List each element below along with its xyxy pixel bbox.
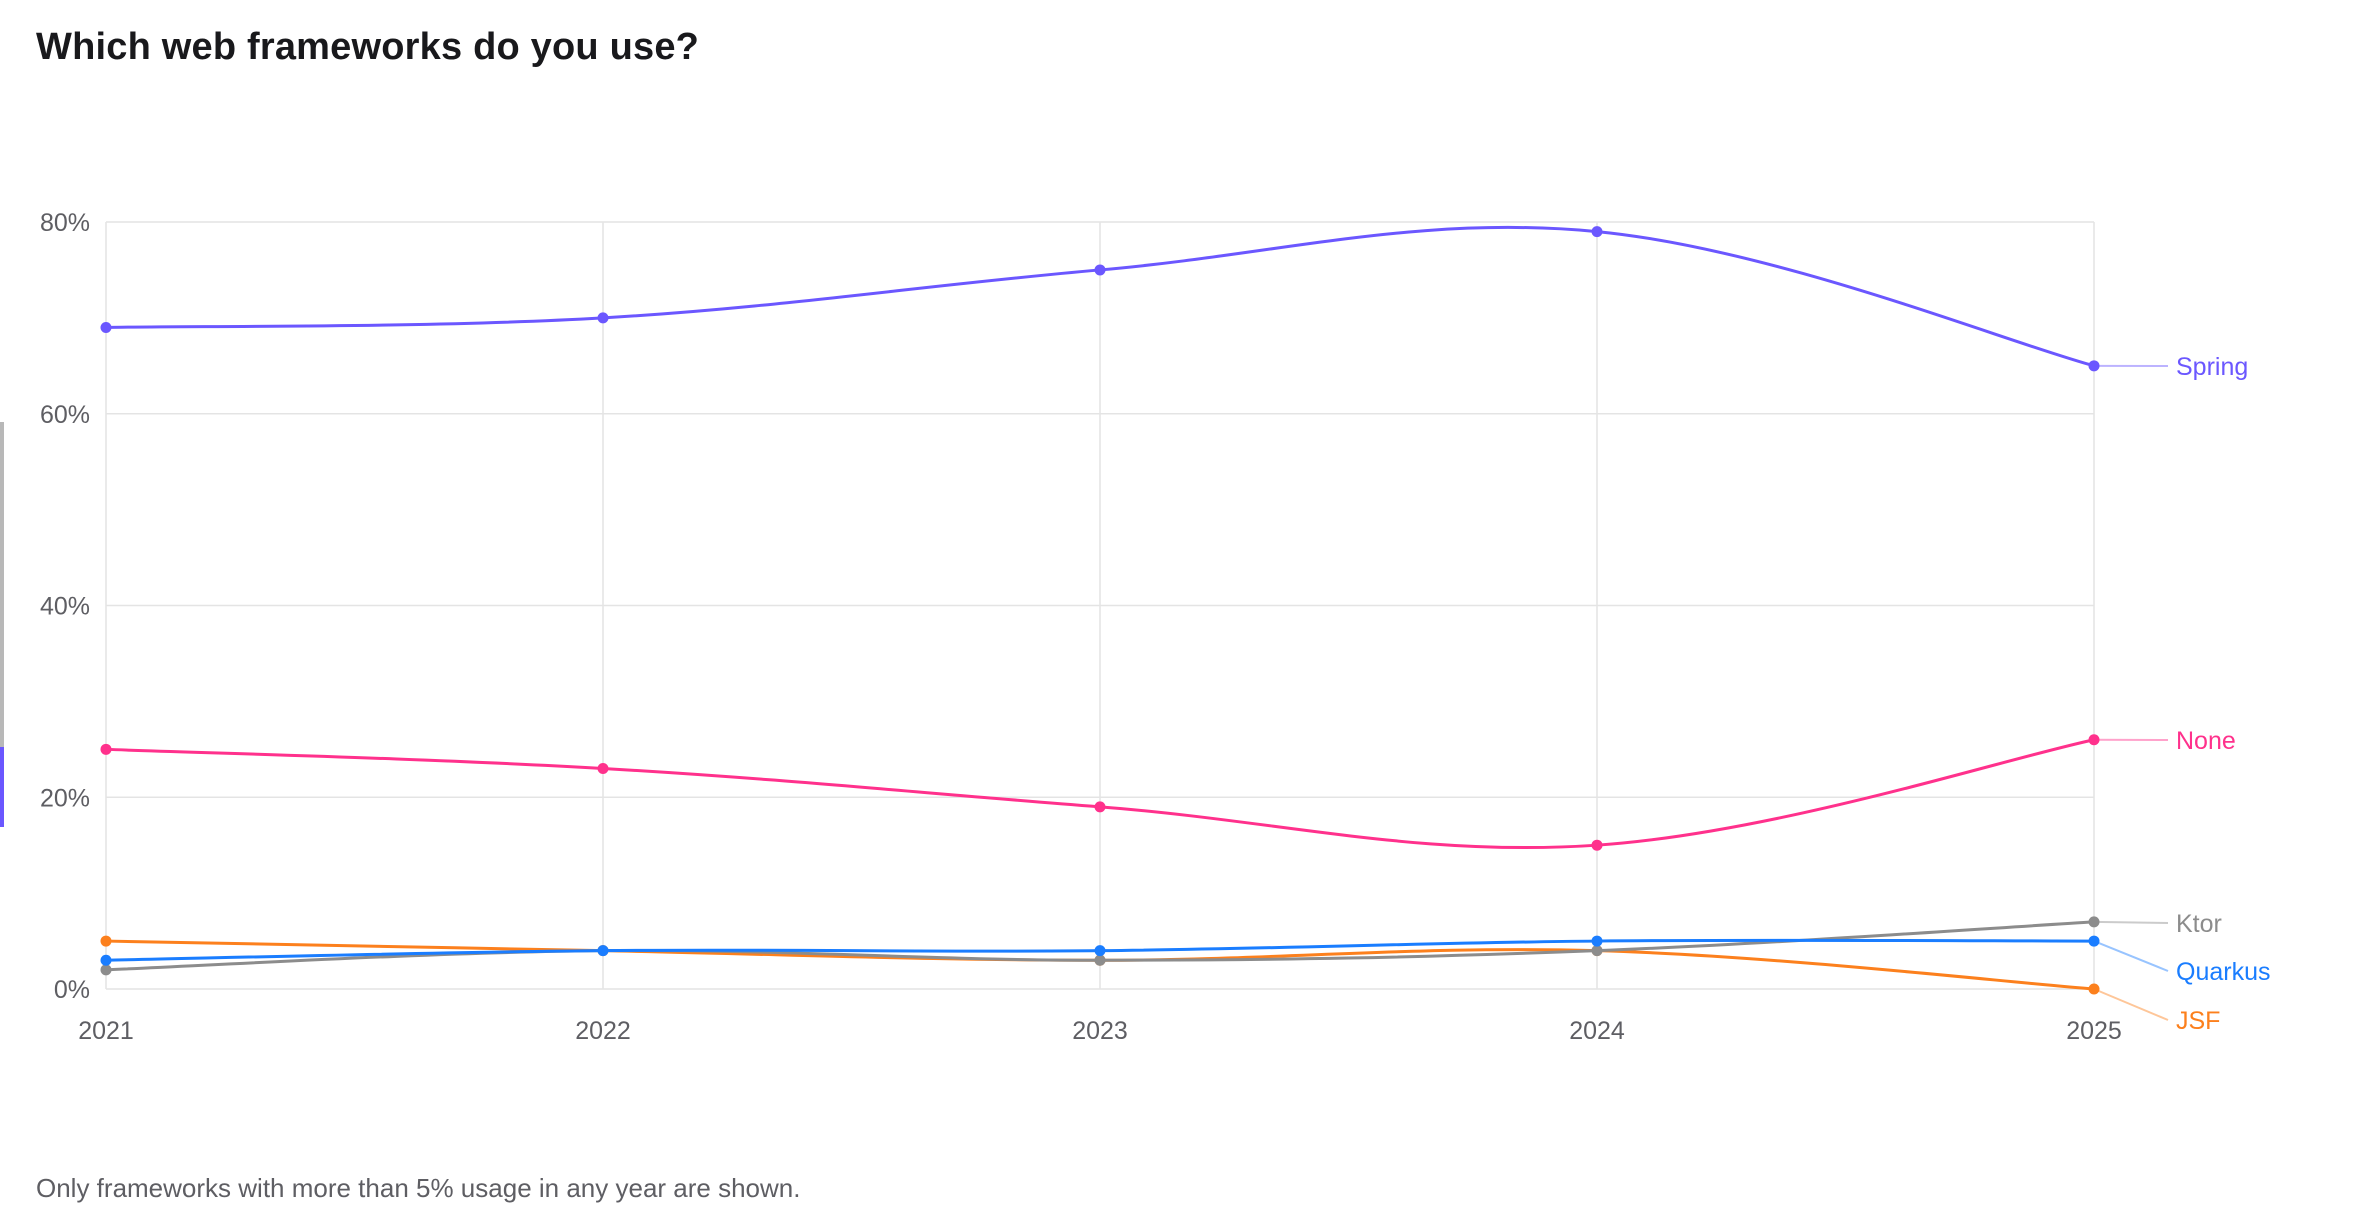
x-tick-label: 2021 [78, 1017, 134, 1045]
y-tick-label: 0% [54, 976, 90, 1004]
data-point-quarkus[interactable] [1094, 945, 1106, 957]
y-tick-label: 20% [40, 784, 90, 812]
data-point-none[interactable] [1094, 801, 1106, 813]
data-point-none[interactable] [2088, 734, 2100, 746]
y-axis: 0% 20% 40% 60% 80% [40, 209, 90, 1004]
x-tick-label: 2024 [1569, 1017, 1625, 1045]
data-point-ktor[interactable] [2088, 916, 2100, 928]
series-label-ktor: Ktor [2176, 910, 2222, 938]
data-point-spring[interactable] [2088, 360, 2100, 372]
data-point-spring[interactable] [1094, 264, 1106, 276]
chart-grid [105, 221, 2095, 990]
data-point-spring[interactable] [1591, 226, 1603, 238]
leader-line-quarkus [2093, 940, 2169, 972]
data-point-quarkus[interactable] [100, 954, 112, 966]
x-tick-label: 2022 [575, 1017, 631, 1045]
data-point-none[interactable] [100, 743, 112, 755]
x-tick-label: 2023 [1072, 1017, 1128, 1045]
x-axis: 2021 2022 2023 2024 2025 [78, 1017, 2122, 1045]
data-point-quarkus[interactable] [2088, 935, 2100, 947]
data-point-none[interactable] [597, 762, 609, 774]
series-label-spring: Spring [2176, 353, 2248, 381]
chart-title: Which web frameworks do you use? [36, 26, 700, 68]
series-label-jsf: JSF [2176, 1007, 2220, 1035]
data-point-spring[interactable] [100, 321, 112, 333]
series-labels: JSF Ktor Quarkus None Spring [2093, 353, 2270, 1035]
chart-footnote: Only frameworks with more than 5% usage … [36, 1173, 801, 1203]
data-point-ktor[interactable] [1094, 954, 1106, 966]
data-point-spring[interactable] [597, 312, 609, 324]
series-label-none: None [2176, 727, 2236, 755]
data-point-quarkus[interactable] [1591, 935, 1603, 947]
chart-series [100, 225, 2100, 995]
series-label-quarkus: Quarkus [2176, 958, 2270, 986]
scroll-indicator-track [0, 422, 4, 747]
y-tick-label: 80% [40, 209, 90, 237]
y-tick-label: 40% [40, 593, 90, 621]
data-point-none[interactable] [1591, 839, 1603, 851]
x-tick-label: 2025 [2066, 1017, 2122, 1045]
data-point-jsf[interactable] [100, 935, 112, 947]
data-point-ktor[interactable] [100, 964, 112, 976]
data-point-quarkus[interactable] [597, 945, 609, 957]
data-point-jsf[interactable] [2088, 983, 2100, 995]
y-tick-label: 60% [40, 401, 90, 429]
data-point-ktor[interactable] [1591, 945, 1603, 957]
leader-line-ktor [2093, 920, 2169, 924]
scroll-indicator-active [0, 747, 4, 827]
leader-line-jsf [2093, 988, 2169, 1021]
